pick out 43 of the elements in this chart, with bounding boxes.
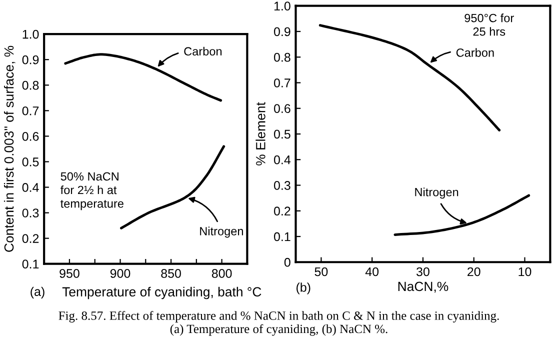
y-tick-label: 0.6 [22,132,39,141]
y-tick-label: 0.4 [274,155,291,164]
x-tick-label: 850 [161,269,181,278]
y-tick-label: 0.3 [274,181,290,190]
legend-label: Nitrogen [200,226,243,238]
annotation: 950°C for 25 hrs [464,14,514,36]
text: Carbon [184,46,222,56]
y-tick-label: 0.7 [22,106,39,116]
y-tick-label: 0.9 [22,55,39,64]
y-tick-label: 0.2 [22,234,39,243]
y-tick-label: 0.3 [22,208,39,218]
y-tick-label: 0.8 [274,52,290,62]
x-tick-label: 950 [60,269,80,278]
y-tick-label: 0.2 [274,206,290,216]
x-axis-title: NaCN,% [398,282,448,293]
x-tick-label: 800 [212,269,232,278]
x-tick-label: 20 [468,267,480,276]
text: (a) [30,286,44,298]
y-tick-label: 0.6 [274,104,290,114]
y-tick-label: 0.1 [274,232,290,242]
y-tick-label: 0.5 [274,130,290,139]
y-tick-label: 0.9 [274,27,290,36]
y-tick-label: 1.0 [22,30,39,39]
x-axis-title: Temperature of cyaniding, bath °C [62,286,262,300]
y-tick-label: 0 [284,258,290,267]
x-tick-label: 50 [314,267,328,276]
y-tick-label: 0.4 [22,183,39,192]
annotation: 50% NaCN for 2½ h at temperature [60,172,124,210]
caption: Fig. 8.57. Effect of temperature and % NaCN in bath on C & N in the case in cyaniding. (a) Temperature of cyaniding, (b) NaCN %. [58,310,499,336]
y-axis-title: Content in first 0.003" of surface, % [4,46,16,252]
y-axis-title: % Element [256,102,266,166]
x-tick-label: 30 [416,267,430,276]
y-tick-label: 0.7 [274,78,290,88]
y-tick-label: 0.1 [22,260,39,268]
x-tick-label: 10 [518,267,532,276]
legend-label: Carbon [456,48,494,57]
x-tick-label: 40 [365,267,379,276]
y-tick-label: 0.5 [22,158,39,166]
x-tick-label: 900 [110,269,130,278]
text: Nitrogen [415,188,458,199]
text: (b) [296,282,310,294]
y-tick-label: 1.0 [274,2,290,10]
y-tick-label: 0.8 [22,80,39,90]
